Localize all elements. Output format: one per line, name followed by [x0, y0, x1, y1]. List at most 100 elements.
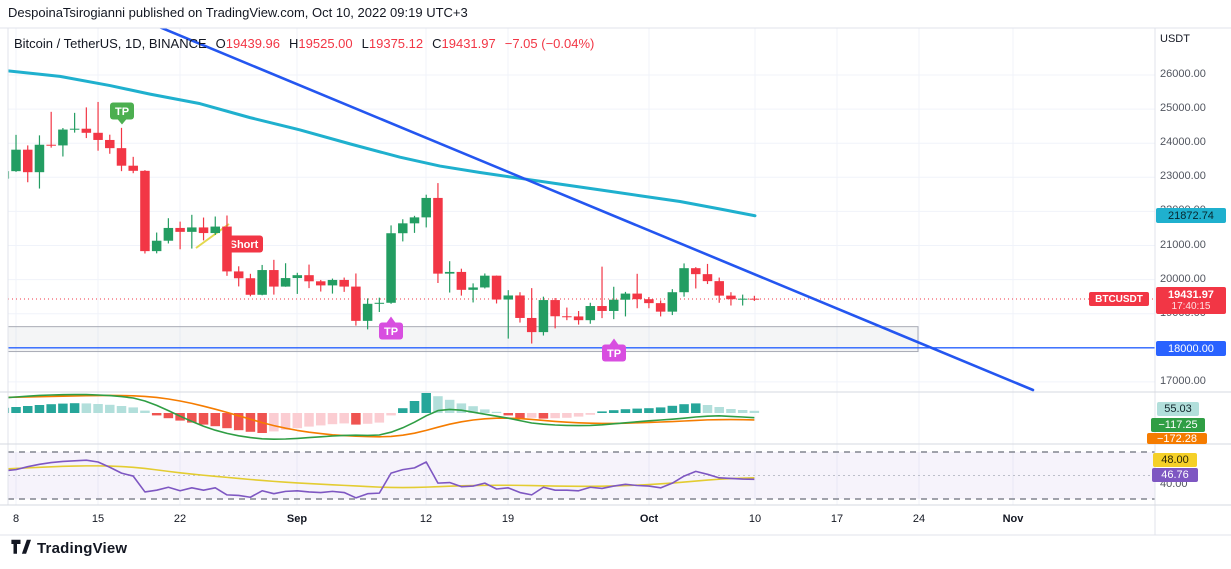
symbol-title[interactable]: Bitcoin / TetherUS, 1D, BINANCE: [14, 36, 207, 51]
moving-average-cyan[interactable]: [8, 69, 757, 218]
take-profit-marker[interactable]: TP: [379, 316, 403, 340]
candle-down: [315, 281, 326, 286]
candle-down: [456, 271, 467, 290]
candle-down: [198, 227, 209, 234]
tradingview-logo[interactable]: TradingView: [10, 539, 127, 558]
candle-down: [339, 279, 349, 287]
take-profit-marker-label: TP: [384, 326, 398, 338]
macd-hist-bar: [726, 409, 736, 413]
candle-down: [714, 281, 724, 296]
support-price-label[interactable]: 18000.00: [1156, 341, 1226, 356]
macd-hist-bar: [456, 403, 467, 413]
macd-hist-bar: [691, 403, 701, 413]
candle-up: [11, 149, 21, 172]
candle-up: [468, 287, 478, 290]
time-tick: 15: [91, 513, 105, 525]
macd-signal-label: −172.28: [1147, 433, 1207, 444]
candle-up: [280, 278, 291, 287]
macd-hist-bar: [550, 413, 560, 419]
candle-up: [679, 268, 689, 293]
time-tick: 24: [912, 513, 926, 525]
take-profit-marker[interactable]: TP: [110, 102, 134, 125]
price-tick: 17000.00: [1160, 374, 1206, 387]
candle-down: [597, 306, 607, 311]
take-profit-marker[interactable]: TP: [602, 338, 626, 362]
macd-hist-bar: [702, 405, 713, 413]
candle-down: [304, 275, 314, 282]
time-tick: 8: [12, 513, 20, 525]
attribution-text: DespoinaTsirogianni published on Trading…: [8, 5, 468, 20]
gridlines: [8, 28, 1155, 505]
candle-down: [515, 295, 525, 318]
candle-up: [8, 171, 10, 179]
macd-hist-bar: [140, 410, 150, 413]
macd-hist-bar: [327, 413, 338, 425]
macd-hist-bar: [632, 408, 642, 413]
candle-down: [632, 293, 642, 300]
pane-borders: [0, 27, 1231, 536]
candle-up: [163, 227, 174, 241]
macd-hist-bar: [480, 409, 490, 413]
candle-down: [269, 270, 279, 287]
rsi-label: 46.76: [1152, 468, 1198, 482]
macd-hist-bar: [245, 413, 256, 432]
macd-line: [8, 393, 755, 441]
time-tick: 12: [419, 513, 433, 525]
candle-up: [257, 270, 267, 295]
macd-hist-bar: [386, 413, 396, 416]
symbol-chip-label: BTCUSDT: [1089, 292, 1149, 306]
candlesticks: [8, 101, 760, 344]
macd-hist-bar: [409, 401, 420, 413]
macd-hist-bar: [644, 408, 654, 413]
macd-hist-bar: [362, 413, 373, 424]
time-tick: 19: [501, 513, 515, 525]
time-tick: 17: [830, 513, 844, 525]
macd-hist-bar: [749, 410, 760, 413]
macd-hist-bar: [339, 413, 349, 424]
rsi-line: [8, 459, 755, 499]
macd-hist-bar: [233, 413, 244, 431]
tp-short-cover-marker[interactable]: Short: [225, 235, 263, 253]
candle-down: [222, 226, 232, 272]
candle-down: [573, 316, 584, 321]
time-tick: 10: [748, 513, 762, 525]
candle-up: [58, 129, 68, 146]
macd-hist-bar: [620, 409, 631, 413]
macd-hist-bar: [667, 405, 678, 413]
candle-down: [175, 227, 185, 232]
macd-hist-bar: [679, 404, 689, 413]
macd-hist-bar: [8, 407, 10, 413]
candle-up: [421, 197, 431, 218]
price-axis-currency: USDT: [1160, 33, 1190, 45]
rsi-band-fill: [8, 452, 1155, 499]
take-profit-marker-label: TP: [607, 348, 621, 360]
macd-hist-bar: [34, 405, 45, 413]
ohlc-low: L 19375.12: [361, 36, 424, 51]
macd-hist-bar: [292, 413, 303, 429]
candle-down: [22, 149, 33, 173]
descending-trendline[interactable]: [157, 26, 1035, 392]
candle-down: [245, 278, 256, 295]
candle-up: [480, 275, 490, 288]
macd-hist-bar: [269, 413, 279, 432]
candle-up: [538, 300, 549, 333]
macd-hist-bar: [398, 408, 408, 413]
macd-hist-bar: [163, 413, 174, 419]
symbol-info-bar: Bitcoin / TetherUS, 1D, BINANCE O 19439.9…: [14, 36, 594, 51]
candle-up: [585, 306, 596, 321]
ohlc-high: H 19525.00: [289, 36, 353, 51]
macd-hist-bar: [315, 413, 326, 426]
candle-up: [386, 233, 396, 303]
macd-hist-bar: [503, 413, 514, 416]
macd-hist-bar: [737, 410, 748, 413]
candle-down: [93, 132, 103, 140]
candle-down: [81, 128, 92, 133]
macd-hist-bar: [58, 403, 68, 413]
macd-hist-bar: [597, 411, 607, 413]
macd-hist-bar: [714, 407, 724, 413]
last-price-label: 19431.97 17:40:15: [1156, 287, 1226, 314]
candle-down: [128, 165, 138, 171]
candle-up: [608, 299, 619, 311]
